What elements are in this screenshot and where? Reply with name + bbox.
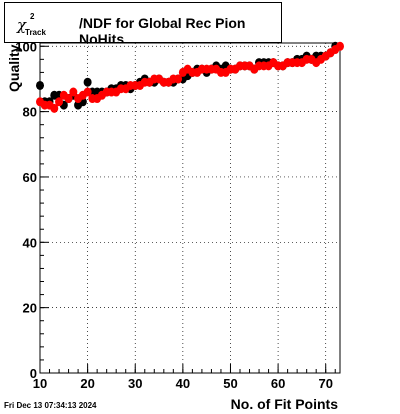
timestamp: Fri Dec 13 07:34:13 2024: [4, 401, 97, 410]
x-tick-label: 60: [271, 376, 285, 391]
data-point-red: [336, 41, 344, 51]
chart-title-box: χ 2 Track /NDF for Global Rec Pion NoHit…: [4, 2, 282, 47]
y-tick-label: 100: [15, 39, 37, 54]
data-point-black: [36, 80, 44, 90]
data-point-red: [64, 94, 73, 104]
x-tick-label: 70: [318, 376, 332, 391]
x-tick-label: 10: [33, 376, 47, 391]
data-point-red: [55, 97, 64, 107]
x-axis-label: No. of Fit Points: [230, 396, 338, 412]
x-tick-label: 50: [223, 376, 237, 391]
chart-title-superscript: 2: [30, 12, 35, 21]
data-point-red: [174, 74, 183, 84]
data-point-red: [83, 87, 92, 97]
y-tick-label: 80: [23, 105, 37, 120]
chart-title-chi-symbol: χ: [17, 16, 27, 34]
chart-title-subscript: Track: [25, 28, 46, 37]
x-tick-label: 40: [176, 376, 190, 391]
y-axis-label: Quality: [6, 44, 22, 92]
data-point-black: [83, 77, 92, 87]
x-tick-label: 20: [80, 376, 94, 391]
y-tick-label: 0: [30, 366, 37, 381]
x-tick-label: 30: [128, 376, 142, 391]
data-point-red: [69, 87, 78, 97]
y-tick-label: 60: [23, 170, 37, 185]
data-point-red: [50, 103, 59, 113]
y-tick-label: 20: [23, 301, 37, 316]
y-tick-label: 40: [23, 235, 37, 250]
